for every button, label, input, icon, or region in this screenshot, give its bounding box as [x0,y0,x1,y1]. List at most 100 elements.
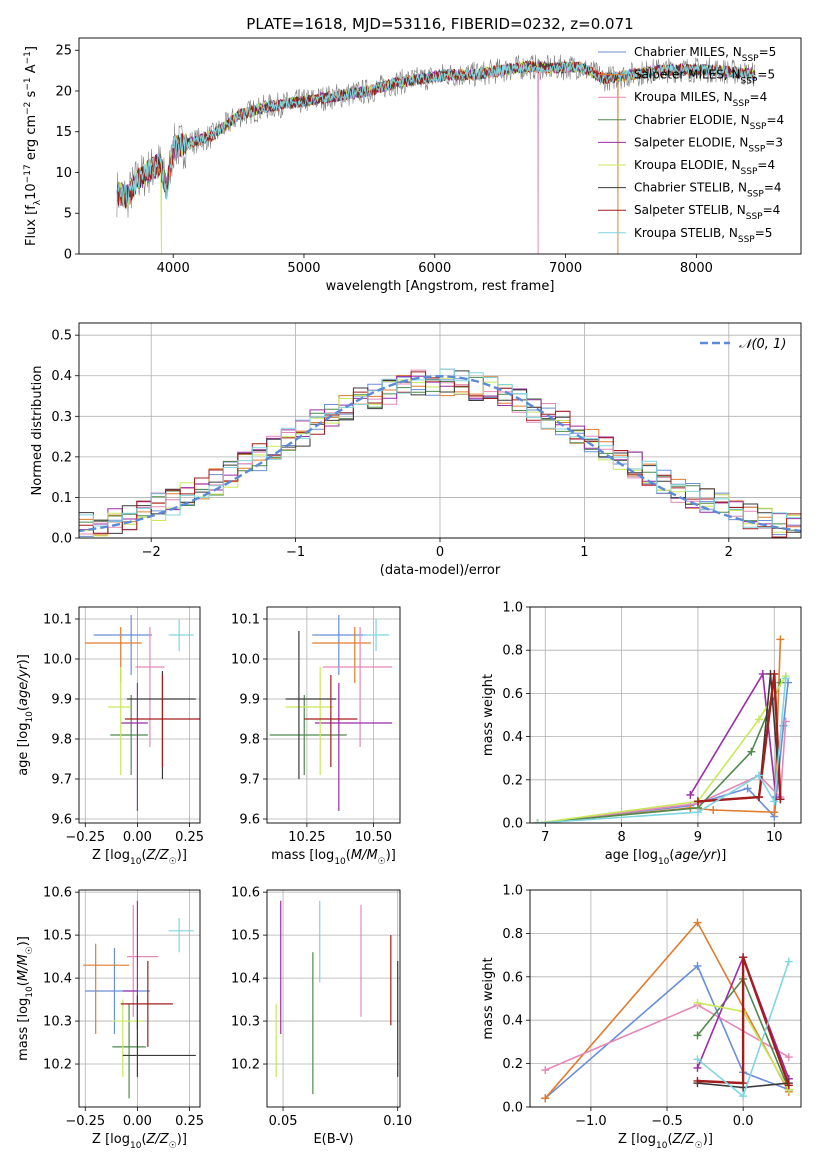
label-part: )] [716,848,726,863]
y-tick-label: 0.2 [51,450,72,465]
x-tick-label: 4000 [157,261,190,276]
label-part: )] [177,848,187,863]
y-tick-label: 0.8 [502,927,523,942]
plot-area [79,368,801,538]
y-axis-label: age [log10(age/yr)] [16,654,35,776]
x-tick-label: 0.25 [175,830,204,845]
y-tick-label: 25 [55,44,72,59]
y-tick-label: 10.6 [231,886,260,901]
label-part: ] [24,46,39,51]
label-part: =4 [764,181,782,195]
x-tick-label: 8 [617,830,625,845]
label-part: Z [log [618,1132,656,1147]
y-tick-label: 1.0 [502,884,523,899]
y-tick-label: 10.1 [43,613,72,628]
label-part: −17 [23,164,33,183]
label-part: 10 [25,986,35,998]
x-tick-label: 8000 [680,261,713,276]
label-part: mass weight [481,674,496,756]
y-tick-label: 0.4 [502,1014,523,1029]
y-tick-label: 0.3 [51,410,72,425]
y-tick-label: 10.5 [43,929,72,944]
x-axis-label: (data-model)/error [380,563,501,578]
plot-area [85,615,200,811]
label-part: s [24,90,39,101]
y-tick-label: 0 [64,248,72,263]
x-tick-label: 7 [541,830,549,845]
label-part: =5 [757,68,775,82]
y-tick-label: 10 [55,166,72,181]
y-axis-label: Normed distribution [30,366,45,496]
label-part: Z/Z [146,848,170,863]
x-tick-label: 5000 [287,261,320,276]
x-axis-label: age [log10(age/yr)] [605,848,727,867]
y-tick-label: 10.1 [231,613,260,628]
label-part: Flux [f [24,205,39,246]
label-part: SSP [748,144,765,154]
label-part: 10 [656,1141,668,1151]
label-part: =4 [766,113,784,127]
plot-area [83,900,196,1099]
legend-label: Chabrier MILES, NSSP=5 [634,45,776,64]
label-part: 10 [24,183,39,200]
x-tick-label: 10.50 [355,830,392,845]
axes-frame [78,606,201,824]
y-tick-label: 10.3 [231,1015,260,1030]
label-part: ( [16,706,31,711]
legend-label: Salpeter ELODIE, NSSP=3 [634,135,783,154]
x-axis-label: Z [log10(Z/Z☉)] [618,1132,713,1151]
mass-weight-line [697,956,790,1086]
label-part: SSP [747,190,764,200]
label-part: Salpeter STELIB, N [634,203,746,217]
plot-area [275,900,399,1095]
x-axis-label: Z [log10(Z/Z☉)] [92,848,187,867]
y-tick-label: 0.4 [51,369,72,384]
label-part: ( [669,848,674,863]
axes-frame [78,322,802,539]
age-vs-z-panel: −0.25 0.00 0.259.69.79.89.910.010.1Z [log1… [16,606,204,867]
x-tick-label: 0.05 [269,1114,298,1129]
x-tick-label: −0.25 [65,1114,105,1129]
y-tick-label: 0.2 [502,773,523,788]
legend-label: Kroupa ELODIE, NSSP=4 [634,158,775,177]
x-tick-label: 7000 [549,261,582,276]
y-tick-label: 10.5 [231,929,260,944]
legend-label: Salpeter MILES, NSSP=5 [634,68,775,87]
legend-label: Chabrier STELIB, NSSP=4 [634,181,782,200]
y-tick-label: 1.0 [502,601,523,616]
label-part: =4 [750,90,768,104]
legend-label: Chabrier ELODIE, NSSP=4 [634,113,784,132]
label-part: (data-model)/error [380,563,501,578]
y-tick-label: 10.0 [231,653,260,668]
residual-histogram [79,368,801,538]
mass-weight-line [537,682,789,823]
label-part: M/M [16,954,31,981]
y-tick-label: 15 [55,125,72,140]
axes-frame [266,889,401,1108]
y-tick-label: 0.0 [502,817,523,832]
label-part: erg cm [24,115,39,164]
label-part: Kroupa ELODIE, N [634,158,741,172]
x-axis-label: Z [log10(Z/Z☉)] [92,1132,187,1151]
legend-label: 𝒩(0, 1) [739,337,786,352]
mass-weight-line [537,678,787,823]
y-axis-label: mass weight [481,674,496,756]
legend-label: Salpeter STELIB, NSSP=4 [634,203,780,222]
axes-frame [529,889,802,1108]
y-tick-label: 10.3 [43,1015,72,1030]
axes-frame [529,606,802,824]
label-part: A [24,64,39,77]
mass-weight-line [544,964,790,1099]
label-part: Chabrier ELODIE, N [634,113,750,127]
y-tick-label: 9.9 [51,693,72,708]
y-axis-label: mass [log10(M/M☉)] [16,936,35,1061]
label-part: SSP [741,167,758,177]
label-part: =3 [765,135,783,149]
x-tick-label: 10 [766,830,783,845]
spectrum-panel: 4000 5000 6000 7000 8000 0 5 10 15 20 25 wavelength… [23,37,802,294]
label-part: Z/Z [672,1132,696,1147]
mass-vs-ebv-panel: 0.05 0.10 10.2 10.3 10.4 10.5 10.6 E(B-V) [231,886,412,1147]
x-tick-label: 10.25 [288,830,325,845]
